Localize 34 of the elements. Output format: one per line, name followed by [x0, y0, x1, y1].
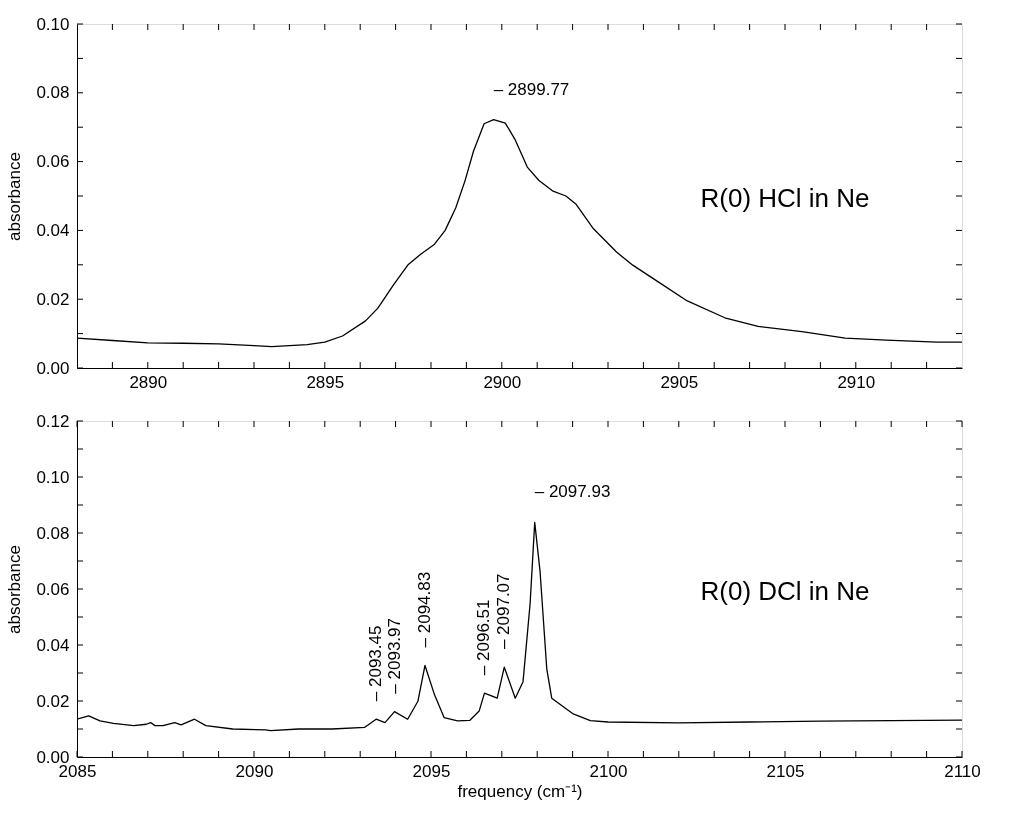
- y-tick-label: 0.02: [36, 289, 70, 309]
- y-axis-title: absorbance: [5, 545, 25, 634]
- y-tick-label: 0.04: [36, 635, 70, 655]
- y-tick-label: 0.12: [36, 411, 70, 431]
- x-tick-label: 2890: [129, 372, 168, 392]
- annotation: – 2097.07: [494, 573, 514, 650]
- y-tick-label: 0.06: [36, 579, 70, 599]
- y-tick-label: 0.10: [36, 467, 70, 487]
- y-tick-label: 0.06: [36, 152, 70, 172]
- x-tick-label: 2105: [766, 761, 805, 781]
- annotation: – 2097.93: [534, 482, 611, 502]
- y-tick-label: 0.08: [36, 523, 70, 543]
- x-tick-label: 2905: [660, 372, 699, 392]
- x-tick-label: 2910: [837, 372, 876, 392]
- y-tick-label: 0.08: [36, 83, 70, 103]
- y-tick-label: 0.10: [36, 14, 70, 34]
- x-tick-label: 2090: [235, 761, 274, 781]
- annotation: – 2096.51: [474, 599, 494, 676]
- y-tick-label: 0.04: [36, 220, 70, 240]
- x-tick-label: 2110: [944, 761, 981, 781]
- x-tick-label: 2900: [483, 372, 522, 392]
- annotation: – 2093.45: [366, 625, 386, 702]
- annotation: – 2094.83: [414, 571, 434, 648]
- x-tick-label: 2895: [306, 372, 345, 392]
- x-axis-title: frequency (cm⁻¹): [457, 781, 583, 801]
- annotation: – 2899.77: [493, 79, 570, 99]
- annotation: – 2093.97: [384, 618, 404, 694]
- annotation: R(0) HCl in Ne: [700, 183, 870, 214]
- annotation: R(0) DCl in Ne: [700, 576, 870, 607]
- x-tick-label: 2095: [412, 761, 451, 781]
- y-tick-label: 0.00: [36, 358, 70, 378]
- x-tick-label: 2100: [589, 761, 628, 781]
- y-tick-label: 0.02: [36, 691, 70, 711]
- y-axis-title: absorbance: [5, 152, 25, 241]
